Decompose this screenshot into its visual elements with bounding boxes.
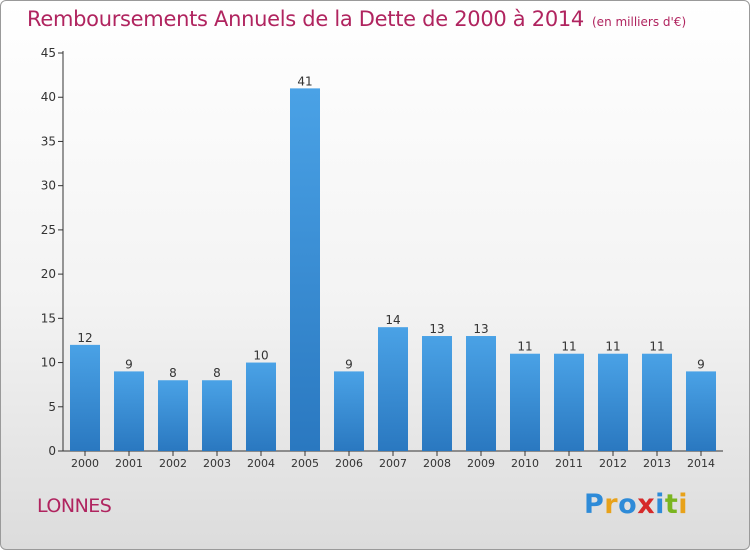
x-tick-label: 2007: [379, 457, 407, 470]
x-tick-label: 2012: [599, 457, 627, 470]
x-tick-label: 2014: [687, 457, 715, 470]
y-tick-label: 30: [41, 179, 56, 193]
chart-unit-note: (en milliers d'€): [592, 15, 687, 29]
bar: [510, 353, 540, 451]
logo-letter: P: [584, 489, 605, 520]
x-tick-label: 2001: [115, 457, 143, 470]
bar: [70, 344, 100, 451]
bar: [114, 371, 144, 451]
bar-value-label: 41: [297, 74, 312, 88]
bar: [422, 336, 452, 451]
logo-letter: t: [664, 489, 679, 520]
bar: [554, 353, 584, 451]
chart-title: Remboursements Annuels de la Dette de 20…: [27, 7, 686, 31]
bar-value-label: 14: [385, 313, 400, 327]
bar-value-label: 10: [253, 349, 268, 363]
x-tick-label: 2002: [159, 457, 187, 470]
bar-value-label: 9: [345, 357, 353, 371]
x-tick-label: 2006: [335, 457, 363, 470]
bar-value-label: 9: [125, 357, 133, 371]
proxiti-logo: Proxiti: [584, 489, 688, 520]
logo-letter: r: [604, 489, 619, 520]
x-tick-label: 2013: [643, 457, 671, 470]
x-tick-label: 2000: [71, 457, 99, 470]
bar: [598, 353, 628, 451]
y-tick-label: 35: [41, 134, 56, 148]
bar: [466, 336, 496, 451]
x-tick-label: 2003: [203, 457, 231, 470]
bar: [334, 371, 364, 451]
bar: [686, 371, 716, 451]
logo-letter: i: [655, 489, 665, 520]
place-name: LONNES: [37, 495, 112, 517]
bar-value-label: 9: [697, 357, 705, 371]
bar: [290, 88, 320, 451]
logo-letter: i: [678, 489, 689, 520]
x-tick-label: 2008: [423, 457, 451, 470]
bar: [642, 353, 672, 451]
bar: [378, 327, 408, 451]
bar: [158, 380, 188, 451]
bar-value-label: 11: [649, 340, 664, 354]
y-tick-label: 10: [41, 356, 56, 370]
logo-letter: x: [637, 489, 656, 520]
x-tick-label: 2005: [291, 457, 319, 470]
x-tick-label: 2009: [467, 457, 495, 470]
y-tick-label: 45: [41, 46, 56, 60]
bar-value-label: 13: [473, 322, 488, 336]
bar-value-label: 11: [561, 340, 576, 354]
x-tick-label: 2011: [555, 457, 583, 470]
y-tick-label: 15: [41, 311, 56, 325]
bar-value-label: 8: [169, 366, 177, 380]
bar: [246, 362, 276, 451]
y-tick-label: 0: [48, 444, 56, 458]
chart-title-text: Remboursements Annuels de la Dette de 20…: [27, 7, 584, 31]
x-tick-label: 2010: [511, 457, 539, 470]
bar: [202, 380, 232, 451]
bar-value-label: 11: [605, 340, 620, 354]
bar-value-label: 11: [517, 340, 532, 354]
logo-letter: o: [618, 489, 638, 520]
bar-value-label: 8: [213, 366, 221, 380]
bar-value-label: 12: [77, 331, 92, 345]
bar-value-label: 13: [429, 322, 444, 336]
y-tick-label: 40: [41, 90, 56, 104]
y-tick-label: 20: [41, 267, 56, 281]
y-tick-label: 5: [48, 400, 56, 414]
y-tick-label: 25: [41, 223, 56, 237]
x-tick-label: 2004: [247, 457, 275, 470]
